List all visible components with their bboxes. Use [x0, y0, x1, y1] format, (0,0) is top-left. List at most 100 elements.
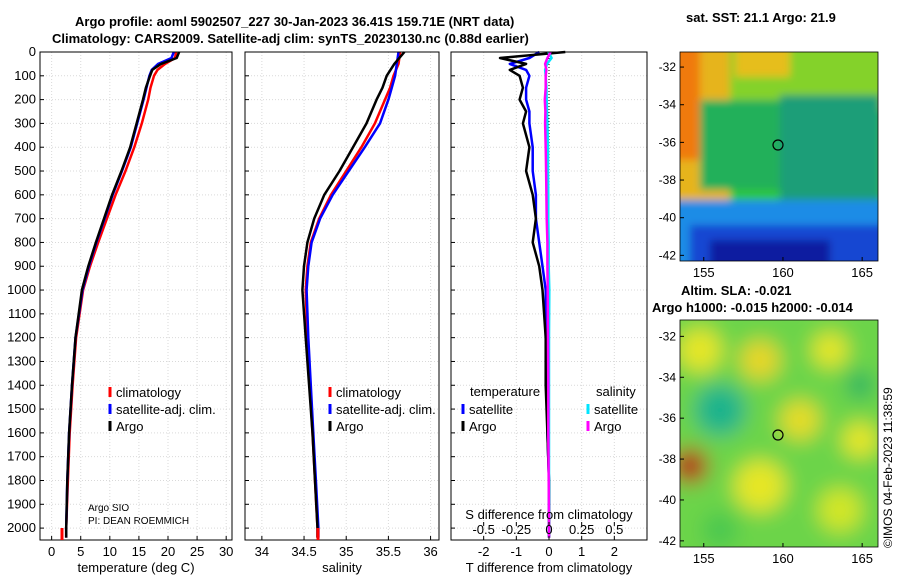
diff-top-xtick-label: -0.5 — [472, 522, 494, 537]
diff-legend-label: satellite — [469, 402, 513, 417]
sat_sst-ytick-label: -38 — [659, 173, 677, 187]
temperature-xtick-label: 10 — [103, 544, 117, 559]
altim_sla-ytick-label: -32 — [659, 329, 677, 343]
sat_sst-ytick-label: -40 — [659, 211, 677, 225]
temperature-ytick-label: 1000 — [7, 282, 36, 297]
diff-top-xtick-label: 0 — [545, 522, 552, 537]
sat_sst-xtick-label: 165 — [851, 265, 873, 280]
sat_sst-ytick-label: -32 — [659, 60, 677, 74]
temperature-ytick-label: 300 — [14, 115, 36, 130]
differences-xlabel: T difference from climatology — [466, 560, 633, 575]
sat_sst-ytick-label: -36 — [659, 135, 677, 149]
sla-argo-marker — [772, 429, 784, 441]
temperature-ytick-label: 1700 — [7, 449, 36, 464]
temperature-xtick-label: 30 — [219, 544, 233, 559]
temperature-ytick-label: 600 — [14, 187, 36, 202]
altim_sla-ytick-label: -34 — [659, 370, 677, 384]
temperature-ytick-label: 1300 — [7, 353, 36, 368]
sst-map-frame — [679, 51, 879, 262]
altim_sla-ytick-label: -36 — [659, 411, 677, 425]
differences-xtick-label: -1 — [511, 544, 523, 559]
temperature-xtick-label: 0 — [48, 544, 55, 559]
salinity-series-satellite-adj-clim- — [305, 51, 400, 538]
differences-xtick-label: 1 — [578, 544, 585, 559]
temperature-ytick-label: 800 — [14, 234, 36, 249]
sst-map-title: sat. SST: 21.1 Argo: 21.9 — [686, 10, 836, 25]
temperature-legend-label: climatology — [116, 385, 182, 400]
sat_sst-xtick-label: 155 — [693, 265, 715, 280]
altim_sla-ytick-label: -40 — [659, 493, 677, 507]
sla-heatmap — [680, 320, 878, 547]
differences-series-temperature-argo — [498, 50, 566, 538]
temperature-ytick-label: 1100 — [8, 306, 36, 321]
temperature-ytick-label: 1200 — [7, 330, 36, 345]
temperature-ytick-label: 500 — [14, 163, 36, 178]
differences-xtick-label: 2 — [611, 544, 618, 559]
salinity-panel: 34 34.5 35 35.5 36 salinity climatology satelli… — [244, 51, 440, 575]
diff-top-xtick-label: 0.5 — [605, 522, 623, 537]
sat_sst-ytick-label: -34 — [659, 98, 677, 112]
temperature-xtick-label: 15 — [132, 544, 146, 559]
temperature-xtick-label: 5 — [77, 544, 84, 559]
salinity-xtick-label: 35.5 — [376, 544, 401, 559]
sst-map-axes: 155 160 165 -32 -34 -36 -38 -40 -42 — [659, 60, 873, 280]
temperature-ytick-label: 900 — [14, 258, 36, 273]
salinity-xtick-label: 36 — [423, 544, 437, 559]
temperature-ytick-label: 0 — [29, 44, 36, 59]
temperature-ytick-label: 1800 — [7, 472, 36, 487]
diff-top-xtick-label: -0.25 — [502, 522, 532, 537]
salinity-series-argo — [301, 51, 406, 538]
salinity-legend-label: Argo — [336, 419, 363, 434]
temperature-ytick-label: 1900 — [7, 496, 36, 511]
altim_sla-xtick-label: 155 — [693, 551, 715, 566]
differences-series-salinity-argo — [543, 51, 552, 538]
altim_sla-ytick-label: -38 — [659, 452, 677, 466]
diff-top-xtick-label: 0.25 — [569, 522, 594, 537]
salinity-xtick-label: 35 — [339, 544, 353, 559]
diff-legend-label: Argo — [469, 419, 496, 434]
temperature-xtick-label: 20 — [161, 544, 175, 559]
salinity-xlabel: salinity — [322, 560, 362, 575]
salinity-legend-label: satellite-adj. clim. — [336, 402, 436, 417]
temperature-ytick-label: 100 — [14, 68, 36, 83]
sla-map-title-line1: Altim. SLA: -0.021 — [681, 283, 792, 298]
sla-map-title-line2: Argo h1000: -0.015 h2000: -0.014 — [652, 300, 853, 315]
temperature-series-argo — [64, 51, 181, 538]
temperature-panel: 0 5 10 15 20 25 30 temperature (deg C) 0 100 200 30… — [7, 44, 233, 575]
temperature-ytick-label: 1400 — [7, 377, 36, 392]
diff-legend-label: Argo — [594, 419, 621, 434]
temperature-legend-label: satellite-adj. clim. — [116, 402, 216, 417]
credit-pi: PI: DEAN ROEMMICH — [88, 516, 190, 527]
sst-argo-marker — [772, 139, 784, 151]
sat_sst-ytick-label: -42 — [659, 248, 677, 262]
sat_sst-xtick-label: 160 — [772, 265, 794, 280]
temperature-frame — [39, 51, 233, 541]
salinity-legend-label: climatology — [336, 385, 402, 400]
salinity-frame — [244, 51, 440, 541]
sla-map-axes: 155 160 165 -32 -34 -36 -38 -40 -42 — [659, 329, 873, 566]
altim_sla-ytick-label: -42 — [659, 534, 677, 548]
temperature-xlabel: temperature (deg C) — [77, 560, 194, 575]
salinity-series-climatology — [304, 51, 402, 538]
figure-title-line1: Argo profile: aoml 5902507_227 30-Jan-20… — [75, 14, 515, 29]
sla-map-frame — [679, 319, 879, 548]
diff-top-axis-label: S difference from climatology — [465, 507, 633, 522]
diff-legend-header-temperature: temperature — [470, 384, 540, 399]
differences-xtick-label: 0 — [545, 544, 552, 559]
temperature-ytick-label: 400 — [14, 139, 36, 154]
altim_sla-xtick-label: 160 — [772, 551, 794, 566]
credit-institution: Argo SIO — [88, 503, 130, 514]
salinity-xtick-label: 34.5 — [291, 544, 316, 559]
sst-heatmap — [680, 52, 878, 261]
diff-legend-label: satellite — [594, 402, 638, 417]
temperature-xtick-label: 25 — [190, 544, 204, 559]
temperature-legend-label: Argo — [116, 419, 143, 434]
diff-legend-header-salinity: salinity — [596, 384, 636, 399]
salinity-xtick-label: 34 — [255, 544, 269, 559]
altim_sla-xtick-label: 165 — [851, 551, 873, 566]
figure-title-line2: Climatology: CARS2009. Satellite-adj cli… — [52, 31, 529, 46]
temperature-ytick-label: 1600 — [7, 425, 36, 440]
differences-panel: -2 -1 0 1 2T difference from climatology temp… — [450, 50, 648, 575]
